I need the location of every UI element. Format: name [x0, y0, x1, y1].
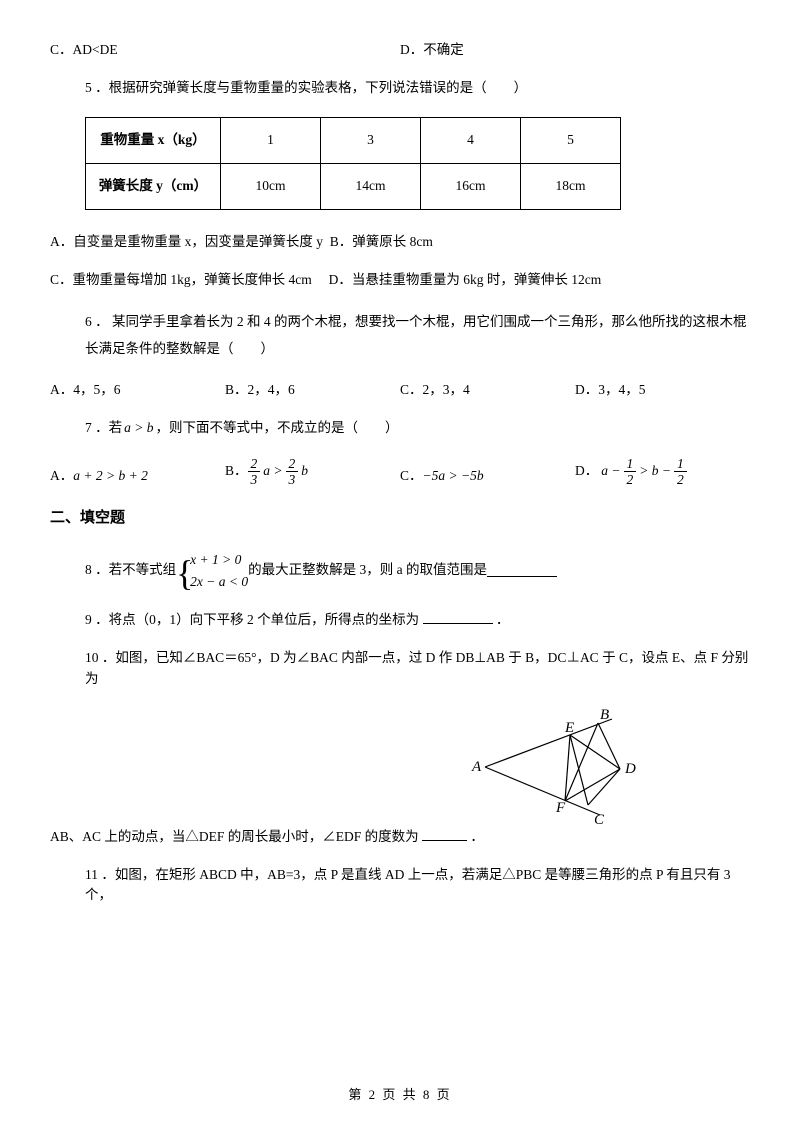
opt-d: D． a − 12 > b − 12	[575, 457, 750, 487]
q7-opts: A． a + 2 > b + 2 B． 23 a > 23 b C． −5a >…	[50, 457, 750, 487]
table-cell: 1	[221, 117, 321, 163]
section-2-title: 二、填空题	[50, 507, 750, 530]
opt-d: D．不确定	[400, 40, 750, 60]
table-cell: 18cm	[521, 163, 621, 209]
table-row: 重物重量 x（kg） 1 3 4 5	[86, 117, 621, 163]
table-header: 重物重量 x（kg）	[86, 117, 221, 163]
table-row: 弹簧长度 y（cm） 10cm 14cm 16cm 18cm	[86, 163, 621, 209]
opt-c: C．2，3，4	[400, 380, 575, 400]
table-cell: 5	[521, 117, 621, 163]
q8-mid: 的最大正整数解是 3，则 a 的取值范围是	[248, 560, 487, 580]
q5-stem: 5 ．根据研究弹簧长度与重物重量的实验表格，下列说法错误的是（ ）	[50, 78, 750, 98]
q7-stem: 7 ．若 a > b ，则下面不等式中，不成立的是（ ）	[50, 418, 750, 438]
q8-pre: 8 ．若不等式组	[85, 560, 176, 580]
svg-text:E: E	[564, 720, 574, 736]
svg-text:D: D	[624, 761, 636, 777]
opt-a: A．4，5，6	[50, 380, 225, 400]
q10-line1: 10 ．如图，已知∠BAC＝65°，D 为∠BAC 内部一点，过 D 作 DB⊥…	[50, 648, 750, 689]
q4-opts-continued: C．AD<DE D．不确定	[50, 40, 750, 60]
answer-blank	[487, 564, 557, 578]
svg-text:F: F	[555, 800, 566, 816]
q9: 9 ．将点（0，1）向下平移 2 个单位后，所得点的坐标为 ．	[50, 610, 750, 630]
answer-blank	[423, 611, 493, 625]
q6-opts: A．4，5，6 B．2，4，6 C．2，3，4 D．3，4，5	[50, 380, 750, 400]
svg-text:C: C	[594, 812, 605, 827]
fraction: 23	[286, 457, 299, 487]
table-cell: 3	[321, 117, 421, 163]
opt-a: A． a + 2 > b + 2	[50, 466, 225, 486]
system-brace: x + 1 > 0 2x − a < 0	[176, 549, 248, 592]
opt-c: C．AD<DE	[50, 40, 400, 60]
q10-line2: AB、AC 上的动点，当△DEF 的周长最小时，∠EDF 的度数为 ．	[50, 827, 750, 847]
q8: 8 ．若不等式组 x + 1 > 0 2x − a < 0 的最大正整数解是 3…	[50, 549, 750, 592]
table-cell: 16cm	[421, 163, 521, 209]
q5-opts-ab: A．自变量是重物重量 x，因变量是弹簧长度 y B．弹簧原长 8cm	[50, 232, 750, 252]
q7-pre: 7 ．若	[85, 418, 122, 438]
q6-stem: 6 ． 某同学手里拿着长为 2 和 4 的两个木棍，想要找一个木棍，用它们围成一…	[50, 308, 750, 362]
q7-cond: a > b	[124, 418, 153, 438]
fraction: 23	[248, 457, 261, 487]
table-cell: 10cm	[221, 163, 321, 209]
q11: 11 ．如图，在矩形 ABCD 中，AB=3，点 P 是直线 AD 上一点，若满…	[50, 865, 750, 906]
q5-table: 重物重量 x（kg） 1 3 4 5 弹簧长度 y（cm） 10cm 14cm …	[85, 117, 621, 210]
answer-blank	[422, 827, 467, 841]
q10-figure: A B C D E F	[50, 707, 750, 827]
geometry-diagram: A B C D E F	[470, 707, 660, 827]
opt-c: C． −5a > −5b	[400, 466, 575, 486]
fraction: 12	[624, 457, 637, 487]
q5-opts-cd: C．重物重量每增加 1kg，弹簧长度伸长 4cm D．当悬挂重物重量为 6kg …	[50, 270, 750, 290]
opt-d: D．3，4，5	[575, 380, 750, 400]
svg-text:A: A	[471, 759, 482, 775]
table-cell: 4	[421, 117, 521, 163]
table-cell: 14cm	[321, 163, 421, 209]
opt-b: B．2，4，6	[225, 380, 400, 400]
opt-d: D．当悬挂重物重量为 6kg 时，弹簧伸长 12cm	[329, 272, 602, 287]
svg-text:B: B	[600, 707, 609, 723]
table-header: 弹簧长度 y（cm）	[86, 163, 221, 209]
fraction: 12	[674, 457, 687, 487]
page-footer: 第 2 页 共 8 页	[0, 1085, 800, 1105]
opt-b: B．弹簧原长 8cm	[330, 234, 433, 249]
opt-c: C．重物重量每增加 1kg，弹簧长度伸长 4cm	[50, 272, 325, 287]
q7-post: ，则下面不等式中，不成立的是（ ）	[156, 418, 399, 438]
opt-a: A．自变量是重物重量 x，因变量是弹簧长度 y	[50, 234, 323, 249]
opt-b: B． 23 a > 23 b	[225, 457, 400, 487]
